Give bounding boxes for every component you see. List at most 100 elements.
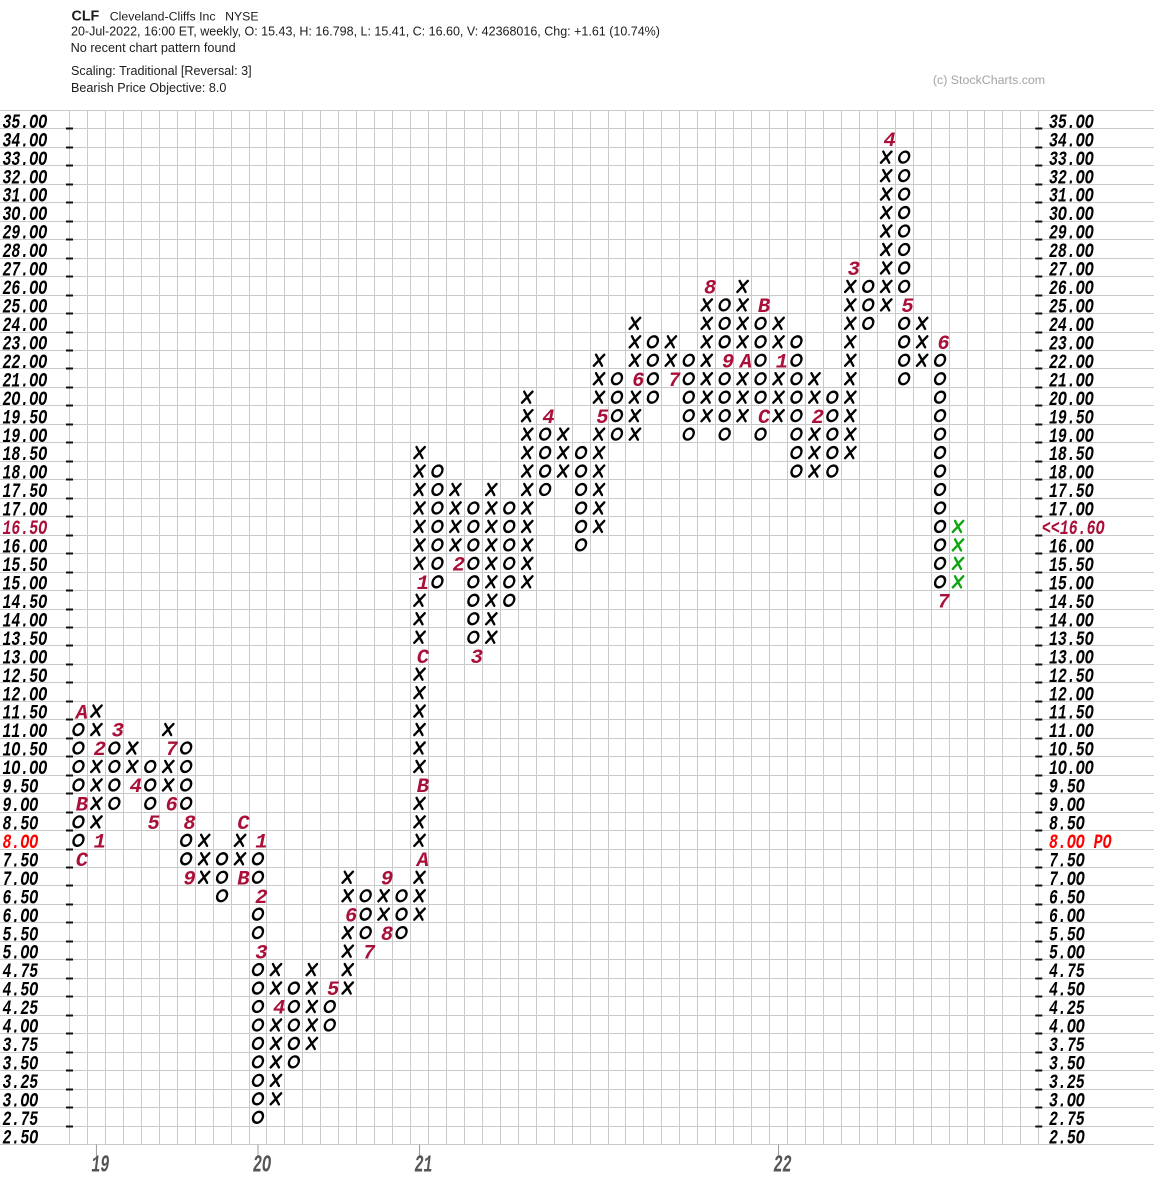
- svg-text:7.5O: 7.5O: [1049, 850, 1085, 873]
- svg-text:C: C: [758, 407, 771, 430]
- svg-text:B: B: [758, 296, 771, 319]
- svg-text:3.5O: 3.5O: [1049, 1054, 1085, 1077]
- svg-text:33.OO: 33.OO: [3, 149, 48, 172]
- svg-text:3.75: 3.75: [1049, 1035, 1085, 1058]
- svg-text:4.75: 4.75: [3, 961, 39, 984]
- svg-text:4.75: 4.75: [1049, 961, 1085, 984]
- svg-text:13.OO: 13.OO: [1049, 647, 1094, 670]
- svg-text:23.OO: 23.OO: [1049, 333, 1094, 356]
- svg-text:Cleveland-Cliffs Inc NYSE: Cleveland-Cliffs Inc NYSE: [110, 10, 259, 24]
- svg-text:B: B: [237, 868, 250, 891]
- svg-text:B: B: [417, 776, 430, 799]
- svg-text:12.5O: 12.5O: [1049, 666, 1094, 689]
- svg-text:9.OO: 9.OO: [3, 795, 39, 818]
- svg-text:4.25: 4.25: [3, 998, 39, 1021]
- svg-text:15.5O: 15.5O: [3, 555, 48, 578]
- svg-text:4.25: 4.25: [1049, 998, 1085, 1021]
- svg-text:15.OO: 15.OO: [1049, 573, 1094, 596]
- svg-text:7: 7: [937, 592, 950, 615]
- svg-text:26.OO: 26.OO: [1049, 278, 1094, 301]
- svg-text:7: 7: [668, 370, 681, 393]
- svg-text:3.25: 3.25: [3, 1072, 39, 1095]
- svg-text:8.5O: 8.5O: [3, 813, 39, 836]
- svg-text:5.OO: 5.OO: [1049, 943, 1085, 966]
- svg-text:17.5O: 17.5O: [3, 481, 48, 504]
- svg-text:4.5O: 4.5O: [3, 980, 39, 1003]
- svg-text:9.5O: 9.5O: [1049, 777, 1085, 800]
- svg-text:1: 1: [94, 832, 106, 855]
- svg-text:35.OO: 35.OO: [1049, 112, 1094, 135]
- svg-text:<<16.6O: <<16.6O: [1042, 518, 1105, 541]
- svg-text:C: C: [76, 850, 89, 873]
- svg-text:1: 1: [417, 573, 429, 596]
- svg-text:28.OO: 28.OO: [3, 241, 48, 264]
- svg-text:6.OO: 6.OO: [3, 906, 39, 929]
- svg-text:31.OO: 31.OO: [3, 186, 48, 209]
- svg-text:6: 6: [345, 905, 357, 928]
- svg-text:(c) StockCharts.com: (c) StockCharts.com: [933, 73, 1045, 87]
- svg-text:3.5O: 3.5O: [3, 1054, 39, 1077]
- svg-text:3.75: 3.75: [3, 1035, 39, 1058]
- svg-text:18.5O: 18.5O: [1049, 444, 1094, 467]
- svg-text:21.OO: 21.OO: [1049, 370, 1094, 393]
- svg-text:16.OO: 16.OO: [1049, 537, 1094, 560]
- svg-text:9.5O: 9.5O: [3, 777, 39, 800]
- svg-text:33.OO: 33.OO: [1049, 149, 1094, 172]
- svg-text:32.OO: 32.OO: [3, 167, 48, 190]
- svg-text:B: B: [76, 795, 89, 818]
- svg-text:34.OO: 34.OO: [3, 130, 48, 153]
- svg-text:3.OO: 3.OO: [3, 1090, 39, 1113]
- svg-text:2O.OO: 2O.OO: [1049, 389, 1094, 412]
- svg-text:3: 3: [112, 721, 124, 744]
- svg-text:23.OO: 23.OO: [3, 333, 48, 356]
- svg-text:2.5O: 2.5O: [3, 1127, 39, 1150]
- svg-text:18.OO: 18.OO: [3, 463, 48, 486]
- svg-text:35.OO: 35.OO: [3, 112, 48, 135]
- svg-text:4: 4: [130, 776, 142, 799]
- svg-text:13.5O: 13.5O: [3, 629, 48, 652]
- svg-text:5: 5: [596, 407, 608, 430]
- svg-text:12.5O: 12.5O: [3, 666, 48, 689]
- svg-text:1O.5O: 1O.5O: [3, 740, 48, 763]
- svg-text:26.OO: 26.OO: [3, 278, 48, 301]
- svg-text:24.OO: 24.OO: [1049, 315, 1094, 338]
- svg-text:7: 7: [165, 739, 178, 762]
- svg-text:1O.5O: 1O.5O: [1049, 740, 1094, 763]
- svg-text:No recent chart pattern found: No recent chart pattern found: [71, 41, 236, 55]
- svg-text:6: 6: [165, 795, 177, 818]
- svg-text:2: 2: [812, 407, 824, 430]
- svg-text:22: 22: [773, 1152, 791, 1180]
- svg-text:27.OO: 27.OO: [1049, 260, 1094, 283]
- svg-text:16.5O: 16.5O: [3, 518, 48, 541]
- svg-text:20-Jul-2022, 16:00 ET, weekly,: 20-Jul-2022, 16:00 ET, weekly, O: 15.43,…: [71, 25, 660, 39]
- svg-text:29.OO: 29.OO: [1049, 223, 1094, 246]
- svg-text:32.OO: 32.OO: [1049, 167, 1094, 190]
- svg-text:3O.OO: 3O.OO: [3, 204, 48, 227]
- svg-text:8.OO: 8.OO: [3, 832, 39, 855]
- svg-text:12.OO: 12.OO: [3, 684, 48, 707]
- svg-text:4.OO: 4.OO: [3, 1017, 39, 1040]
- svg-text:A: A: [738, 351, 752, 374]
- svg-text:5.5O: 5.5O: [3, 924, 39, 947]
- svg-text:5: 5: [148, 813, 160, 836]
- svg-text:9: 9: [722, 351, 734, 374]
- svg-text:18.OO: 18.OO: [1049, 463, 1094, 486]
- svg-text:3.25: 3.25: [1049, 1072, 1085, 1095]
- svg-text:5.OO: 5.OO: [3, 943, 39, 966]
- svg-text:13.OO: 13.OO: [3, 647, 48, 670]
- svg-text:18.5O: 18.5O: [3, 444, 48, 467]
- svg-text:1O.OO: 1O.OO: [3, 758, 48, 781]
- svg-text:19: 19: [91, 1152, 109, 1180]
- svg-text:19.OO: 19.OO: [3, 426, 48, 449]
- svg-text:14.OO: 14.OO: [3, 610, 48, 633]
- svg-text:34.OO: 34.OO: [1049, 130, 1094, 153]
- svg-text:7: 7: [363, 942, 376, 965]
- svg-text:CLF: CLF: [72, 9, 100, 25]
- svg-text:17.OO: 17.OO: [3, 500, 48, 523]
- svg-text:11.OO: 11.OO: [1049, 721, 1094, 744]
- svg-text:A: A: [74, 702, 88, 725]
- svg-text:6.5O: 6.5O: [1049, 887, 1085, 910]
- svg-text:5: 5: [327, 979, 339, 1002]
- svg-text:17.5O: 17.5O: [1049, 481, 1094, 504]
- svg-text:22.OO: 22.OO: [1049, 352, 1094, 375]
